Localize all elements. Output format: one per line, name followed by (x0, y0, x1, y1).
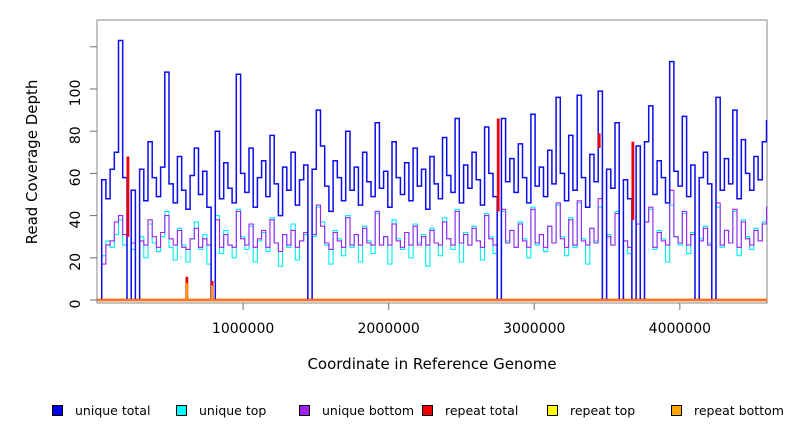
x-tick-label: 3000000 (503, 321, 565, 337)
x-tick-label: 1000000 (212, 321, 274, 337)
y-tick-label: 40 (68, 211, 84, 229)
y-tick-label: 20 (68, 253, 84, 271)
x-axis-title: Coordinate in Reference Genome (307, 355, 556, 373)
x-tick-label: 4000000 (649, 321, 711, 337)
legend-swatch-unique-top (176, 404, 187, 416)
legend-label-unique-bottom: unique bottom (322, 402, 415, 418)
y-tick-label: 80 (68, 126, 84, 144)
legend-item-repeat-bottom: repeat bottom (671, 399, 784, 421)
legend-item-repeat-top: repeat top (547, 399, 635, 421)
legend-swatch-repeat-bottom (671, 404, 682, 416)
legend-swatch-repeat-top (547, 404, 558, 416)
y-axis-ticks: 0 20 40 60 80 100 (68, 46, 97, 309)
y-tick-label: 100 (68, 80, 84, 107)
series-line-unique-total (97, 39, 768, 301)
y-axis-title: Read Coverage Depth (23, 80, 41, 245)
legend-label-unique-total: unique total (75, 402, 151, 418)
legend-label-unique-top: unique top (199, 402, 267, 418)
plot-box (96, 19, 768, 304)
legend-item-repeat-total: repeat total (422, 399, 518, 421)
legend-swatch-unique-total (52, 404, 63, 416)
y-tick-label: 60 (68, 168, 84, 186)
series-line-unique-top (97, 202, 768, 301)
x-axis-ticks: 1000000 2000000 3000000 4000000 (212, 303, 711, 337)
data-series (97, 39, 768, 302)
series-line-unique-bottom (97, 189, 768, 301)
legend-swatch-unique-bottom (299, 404, 310, 416)
x-tick-label: 2000000 (357, 321, 419, 337)
legend-label-repeat-top: repeat top (570, 402, 636, 418)
legend-label-repeat-total: repeat total (445, 402, 519, 418)
legend-item-unique-top: unique top (176, 399, 266, 421)
y-tick-label: 0 (68, 300, 84, 309)
legend-label-repeat-bottom: repeat bottom (694, 402, 784, 418)
chart-legend: unique total unique top unique bottom repea… (0, 399, 792, 421)
legend-swatch-repeat-total (422, 404, 433, 416)
legend-item-unique-total: unique total (52, 399, 150, 421)
legend-item-unique-bottom: unique bottom (299, 399, 414, 421)
